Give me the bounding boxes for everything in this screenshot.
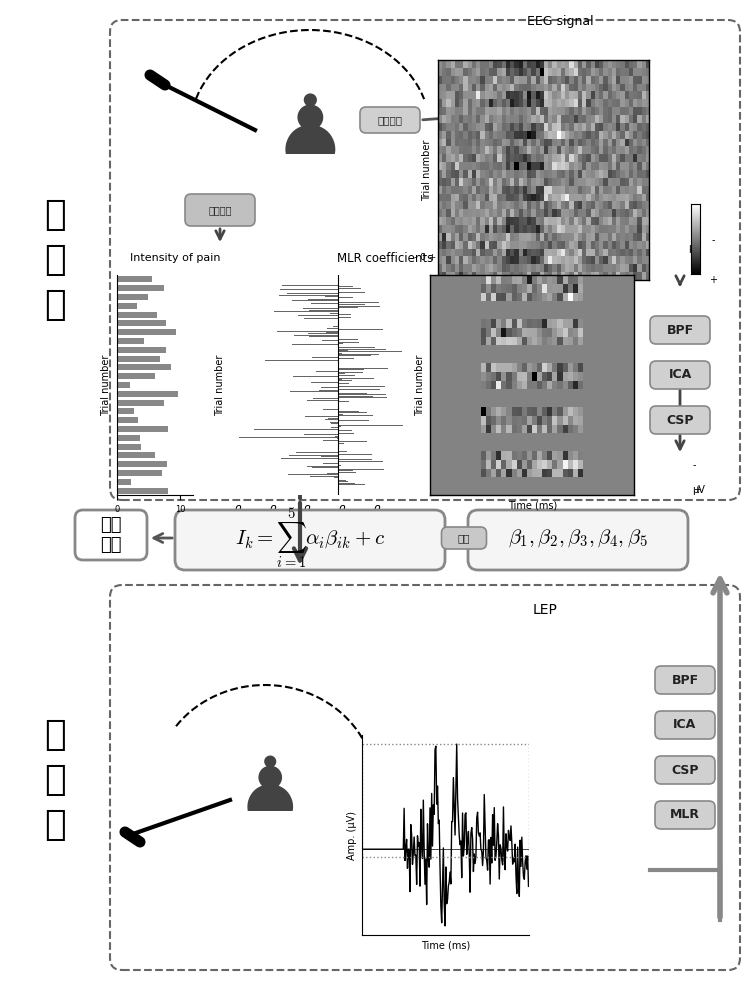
Text: 疼痛刺激: 疼痛刺激	[208, 205, 232, 215]
Text: MLR: MLR	[670, 808, 700, 822]
Bar	[117, 285, 164, 291]
X-axis label: Time (ms): Time (ms)	[519, 286, 569, 296]
Text: 代入: 代入	[458, 533, 470, 543]
FancyBboxPatch shape	[360, 107, 420, 133]
Text: +: +	[693, 485, 701, 495]
Bar	[117, 417, 138, 423]
Text: $\beta_2$: $\beta_2$	[267, 503, 282, 520]
X-axis label: Time (ms): Time (ms)	[421, 941, 470, 951]
Bar	[117, 452, 155, 458]
Text: ♟: ♟	[273, 90, 347, 170]
Text: -: -	[711, 235, 715, 245]
FancyBboxPatch shape	[365, 772, 425, 798]
Y-axis label: Trial number: Trial number	[101, 354, 112, 416]
Text: 脑电记录: 脑电记录	[383, 780, 408, 790]
Bar	[117, 303, 137, 309]
Bar	[117, 312, 157, 318]
Bar	[117, 470, 162, 476]
FancyBboxPatch shape	[655, 666, 715, 694]
Y-axis label: Amp. (μV): Amp. (μV)	[347, 810, 357, 859]
Text: CSP: CSP	[671, 764, 698, 776]
Text: CSP: CSP	[666, 414, 694, 426]
FancyBboxPatch shape	[655, 756, 715, 784]
Bar	[117, 364, 171, 370]
Bar	[117, 382, 130, 388]
Bar	[117, 373, 156, 379]
Text: LEP: LEP	[532, 603, 557, 617]
Bar	[117, 479, 131, 485]
FancyBboxPatch shape	[468, 510, 688, 570]
Text: ICA: ICA	[668, 368, 692, 381]
Bar	[117, 444, 141, 450]
X-axis label: Time (ms): Time (ms)	[507, 501, 557, 511]
FancyBboxPatch shape	[650, 406, 710, 434]
Text: $I_k = \sum_{i=1}^{5} \alpha_i \beta_{ik} + c$: $I_k = \sum_{i=1}^{5} \alpha_i \beta_{ik…	[235, 506, 385, 570]
Bar	[117, 391, 177, 397]
Bar	[117, 408, 134, 414]
FancyBboxPatch shape	[175, 510, 445, 570]
FancyBboxPatch shape	[650, 361, 710, 389]
Bar	[117, 329, 176, 335]
Text: - 0 +: - 0 +	[414, 253, 436, 262]
Bar	[117, 356, 161, 362]
Bar	[117, 461, 168, 467]
Text: $\beta_4$: $\beta_4$	[337, 503, 352, 520]
Text: BPF: BPF	[667, 324, 694, 336]
Text: μV: μV	[692, 485, 705, 495]
FancyBboxPatch shape	[75, 510, 147, 560]
Y-axis label: Trial number: Trial number	[414, 354, 425, 416]
FancyBboxPatch shape	[655, 801, 715, 829]
Text: MLR: MLR	[480, 378, 510, 391]
Text: -: -	[693, 460, 697, 470]
Bar	[117, 426, 168, 432]
Text: $\beta_1$: $\beta_1$	[233, 503, 248, 520]
Text: μV: μV	[689, 243, 701, 253]
FancyBboxPatch shape	[655, 711, 715, 739]
Text: $\beta_1, \beta_2, \beta_3, \beta_4, \beta_5$: $\beta_1, \beta_2, \beta_3, \beta_4, \be…	[508, 527, 648, 549]
FancyBboxPatch shape	[650, 316, 710, 344]
Bar	[117, 320, 165, 326]
Y-axis label: Trial number: Trial number	[214, 354, 225, 416]
Bar	[117, 294, 149, 300]
Text: MLR coefficients: MLR coefficients	[337, 251, 433, 264]
Bar	[117, 276, 152, 282]
Text: EEG signal: EEG signal	[527, 15, 593, 28]
FancyBboxPatch shape	[185, 194, 255, 226]
Text: $\beta_5$: $\beta_5$	[371, 503, 387, 520]
Bar	[117, 338, 144, 344]
Text: $\beta_3$: $\beta_3$	[302, 503, 317, 520]
Text: ICA: ICA	[673, 718, 697, 732]
Text: Denoised EEG signal: Denoised EEG signal	[489, 251, 611, 264]
Bar	[117, 400, 164, 406]
Bar	[117, 435, 140, 441]
Text: +: +	[709, 275, 717, 285]
Bar	[117, 488, 168, 494]
FancyBboxPatch shape	[470, 373, 520, 397]
Text: ♟: ♟	[236, 753, 304, 827]
Bar	[117, 347, 166, 353]
Text: Intensity of pain: Intensity of pain	[130, 253, 220, 263]
Text: 脑电记录: 脑电记录	[378, 115, 402, 125]
FancyBboxPatch shape	[442, 527, 486, 549]
Text: 麻
醉
前: 麻 醉 前	[45, 198, 66, 322]
Text: BPF: BPF	[671, 674, 698, 686]
Text: 麻
醉
后: 麻 醉 后	[45, 718, 66, 842]
Y-axis label: Trial number: Trial number	[422, 139, 433, 201]
Text: 预测
结果: 预测 结果	[100, 516, 122, 554]
